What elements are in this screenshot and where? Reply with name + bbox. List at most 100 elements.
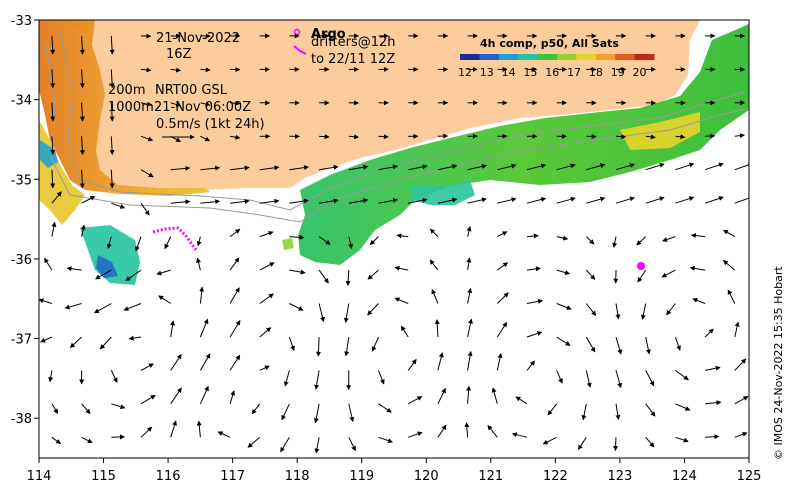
y-tick-label: -35 [11,173,32,188]
current-vector [343,303,350,324]
y-tick-label: -34 [11,94,32,109]
colorbar-tick-label: 14 [502,66,516,79]
current-vector [615,163,635,171]
current-vector [111,202,126,209]
current-vector [344,336,350,357]
current-vector [289,198,310,204]
current-vector [123,303,142,311]
current-vector [280,437,290,453]
current-vector [675,436,689,443]
current-vector [464,422,470,438]
current-vector [51,403,59,415]
current-vector [378,403,392,413]
current-vector [556,196,576,204]
current-vector [378,164,399,171]
current-vector [662,236,676,242]
x-tick-label: 124 [672,469,697,484]
colorbar-title: 4h comp, p50, All Sats [480,37,619,50]
current-vector [496,352,503,371]
current-vector [51,436,62,444]
current-vector [111,434,125,440]
current-vector [99,336,112,350]
current-vector [408,164,428,171]
drifter-track-legend [293,45,307,55]
current-vector [497,197,517,204]
colorbar-tick-label: 13 [480,66,494,79]
current-vector [230,198,250,204]
current-vector [319,198,339,204]
current-vector [69,336,82,348]
current-vector [526,197,547,204]
current-vector [259,365,270,371]
current-vector [200,101,211,107]
current-vector [437,424,447,438]
current-vector [467,350,473,371]
current-vector [615,196,635,204]
current-vector [734,396,749,405]
current-vector [109,169,115,189]
current-vector [247,436,261,448]
drifter-tracks [152,45,307,251]
current-vector [434,319,440,338]
current-vector [675,369,689,381]
current-vector [581,403,587,421]
current-vector [675,162,695,171]
current-vector [396,233,409,239]
current-vector [111,403,126,410]
current-vector [259,293,274,304]
current-vector [51,221,57,237]
x-tick-label: 125 [737,469,762,484]
current-vector [281,403,290,421]
current-vector [429,259,439,271]
current-vector [259,231,274,238]
currents-source: NRT00 GSL [155,83,228,98]
current-vector [79,69,85,89]
current-vector [140,426,153,438]
current-vector [467,197,487,204]
current-vector [106,236,112,250]
current-vector [585,269,596,280]
current-vector [645,134,656,140]
current-vector [526,360,536,371]
current-vector [661,269,676,278]
colorbar-cell [537,54,558,60]
current-vector [259,327,272,338]
current-vector [615,370,623,389]
current-vector [556,370,563,384]
current-vector [196,420,202,438]
current-vector [40,336,53,343]
current-vector [487,424,498,438]
current-vector [110,370,118,383]
current-vector [371,336,379,352]
current-vector [79,102,85,122]
current-vector [615,336,623,355]
x-tick-label: 117 [220,469,245,484]
colorbar-tick-label: 12 [458,66,472,79]
current-vector [704,162,724,171]
current-vector [109,35,115,55]
current-vector [586,163,606,171]
current-vector [556,235,569,241]
current-vector [394,297,409,304]
current-vector [229,319,241,338]
current-vector [431,288,439,304]
current-vector [314,370,320,390]
current-vector [705,365,721,371]
x-tick-label: 122 [543,469,568,484]
current-vector [289,269,306,275]
current-vector [200,199,221,205]
current-vector [526,266,541,272]
current-vector [81,196,96,204]
current-vector [125,269,142,281]
colorbar-cell [595,54,616,60]
current-vector [170,353,182,371]
current-vector [229,354,241,371]
current-vector [734,321,740,338]
current-vector [556,303,572,310]
current-vector [79,136,85,156]
current-vector [140,101,153,107]
current-vector [705,400,722,406]
current-vector [230,165,250,171]
current-vector [50,69,56,89]
